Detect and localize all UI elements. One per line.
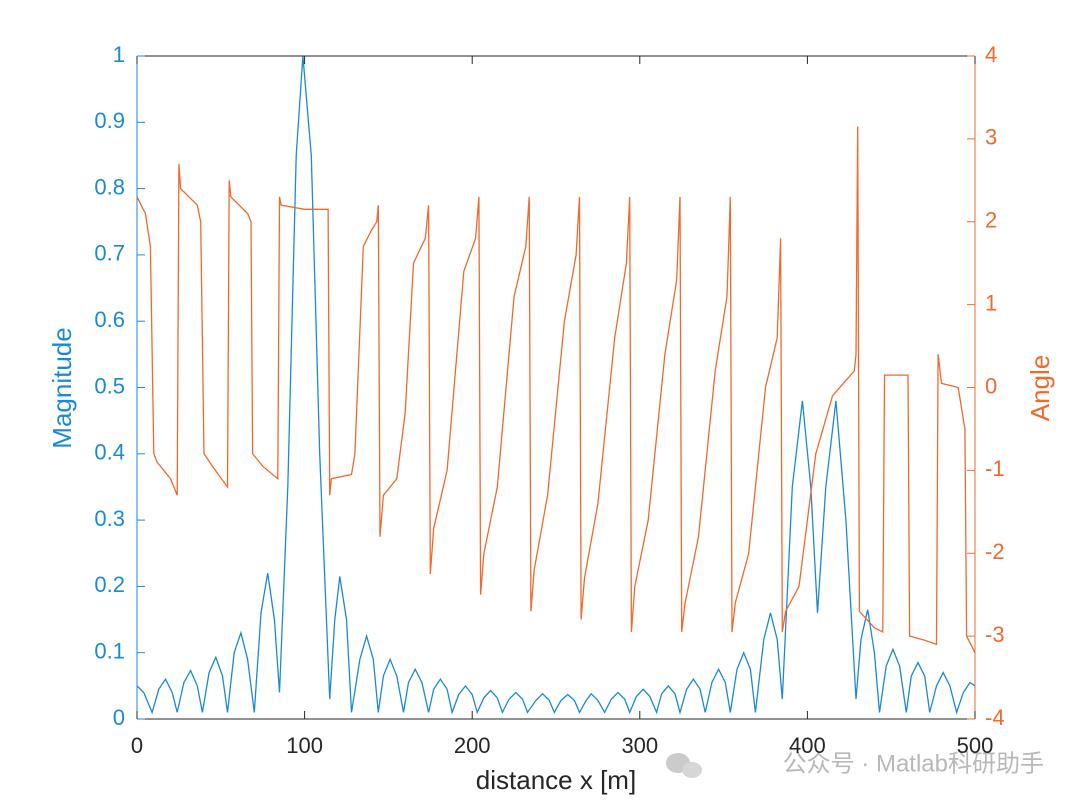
y-tick-label: 0.8 (94, 174, 125, 199)
y-axis-label: Magnitude (47, 327, 77, 448)
plot-area (137, 56, 975, 715)
watermark-icon (666, 753, 702, 778)
x-tick-label: 500 (957, 733, 994, 758)
y-tick-label: 0 (113, 705, 125, 730)
y-tick-label: 1 (113, 42, 125, 67)
y2-tick-label: -3 (985, 622, 1005, 647)
y2-tick-label: 4 (985, 42, 997, 67)
y-tick-label: 0.1 (94, 639, 125, 664)
x-tick-label: 300 (621, 733, 658, 758)
y2-axis-label: Angle (1025, 355, 1055, 422)
y-tick-label: 0.4 (94, 440, 125, 465)
y2-tick-label: -1 (985, 456, 1005, 481)
y-tick-label: 0.6 (94, 307, 125, 332)
data-line (137, 56, 975, 715)
y-tick-label: 0.9 (94, 108, 125, 133)
x-tick-label: 100 (286, 733, 323, 758)
x-axis-label: distance x [m] (476, 765, 636, 795)
x-tick-label: 0 (131, 733, 143, 758)
y2-tick-label: 0 (985, 373, 997, 398)
data-line (137, 126, 975, 653)
watermark: 公众号 · Matlab科研助手 (783, 750, 1044, 777)
y-tick-label: 0.5 (94, 373, 125, 398)
y2-tick-label: 1 (985, 290, 997, 315)
x-tick-label: 200 (454, 733, 491, 758)
y-tick-label: 0.2 (94, 572, 125, 597)
y2-tick-label: -2 (985, 539, 1005, 564)
x-tick-label: 400 (789, 733, 826, 758)
y2-tick-label: -4 (985, 705, 1005, 730)
y-tick-label: 0.3 (94, 506, 125, 531)
y2-tick-label: 3 (985, 125, 997, 150)
y2-tick-label: 2 (985, 208, 997, 233)
y-tick-label: 0.7 (94, 241, 125, 266)
